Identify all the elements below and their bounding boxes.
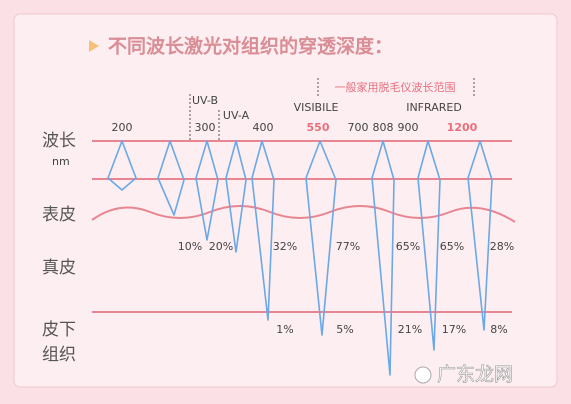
band-label: UV-A [223, 109, 250, 122]
band-label: UV-B [192, 94, 218, 107]
penetration-label: 5% [336, 323, 353, 336]
penetration-label: 21% [398, 323, 422, 336]
penetration-label: 1% [276, 323, 293, 336]
penetration-shape [467, 140, 493, 331]
layer-label: 组织 [42, 345, 76, 365]
epidermis-line [91, 205, 516, 223]
penetration-shape [107, 140, 137, 191]
penetration-shape [251, 140, 275, 321]
unit-label: nm [52, 155, 70, 168]
penetration-label: 8% [490, 323, 507, 336]
penetration-shape [157, 140, 185, 216]
penetration-label: 28% [490, 240, 514, 253]
wavelength-label: 1200 [447, 121, 478, 134]
wavelength-label: 550 [307, 121, 330, 134]
wavelength-label: 200 [112, 121, 133, 134]
wavelength-label: 400 [253, 121, 274, 134]
title: 不同波长激光对组织的穿透深度： [108, 35, 393, 58]
penetration-label: 10% [178, 240, 202, 253]
penetration-label: 65% [440, 240, 464, 253]
penetration-label: 77% [336, 240, 360, 253]
penetration-shape [305, 140, 337, 336]
penetration-shape [371, 140, 395, 376]
penetration-label: 17% [442, 323, 466, 336]
penetration-shape [417, 140, 441, 351]
title-marker [89, 40, 99, 52]
layer-label: 波长 [42, 131, 76, 151]
layer-label: 皮下 [42, 320, 76, 340]
layer-label: 表皮 [42, 205, 76, 225]
range-label: 一般家用脱毛仪波长范围 [335, 80, 456, 94]
penetration-label: 65% [396, 240, 420, 253]
wavelength-label: 700 [348, 121, 369, 134]
card [13, 13, 558, 388]
wavelength-label: 300 [195, 121, 216, 134]
band-label: VISIBILE [294, 101, 339, 114]
band-label: INFRARED [406, 101, 462, 114]
penetration-label: 32% [273, 240, 297, 253]
penetration-label: 20% [209, 240, 233, 253]
layer-label: 真皮 [42, 258, 76, 278]
watermark: 广东龙网 [437, 364, 513, 386]
watermark-icon [414, 366, 432, 384]
penetration-shape [195, 140, 219, 241]
wavelength-label: 900 [398, 121, 419, 134]
penetration-shape [225, 140, 247, 253]
wavelength-label: 808 [373, 121, 394, 134]
